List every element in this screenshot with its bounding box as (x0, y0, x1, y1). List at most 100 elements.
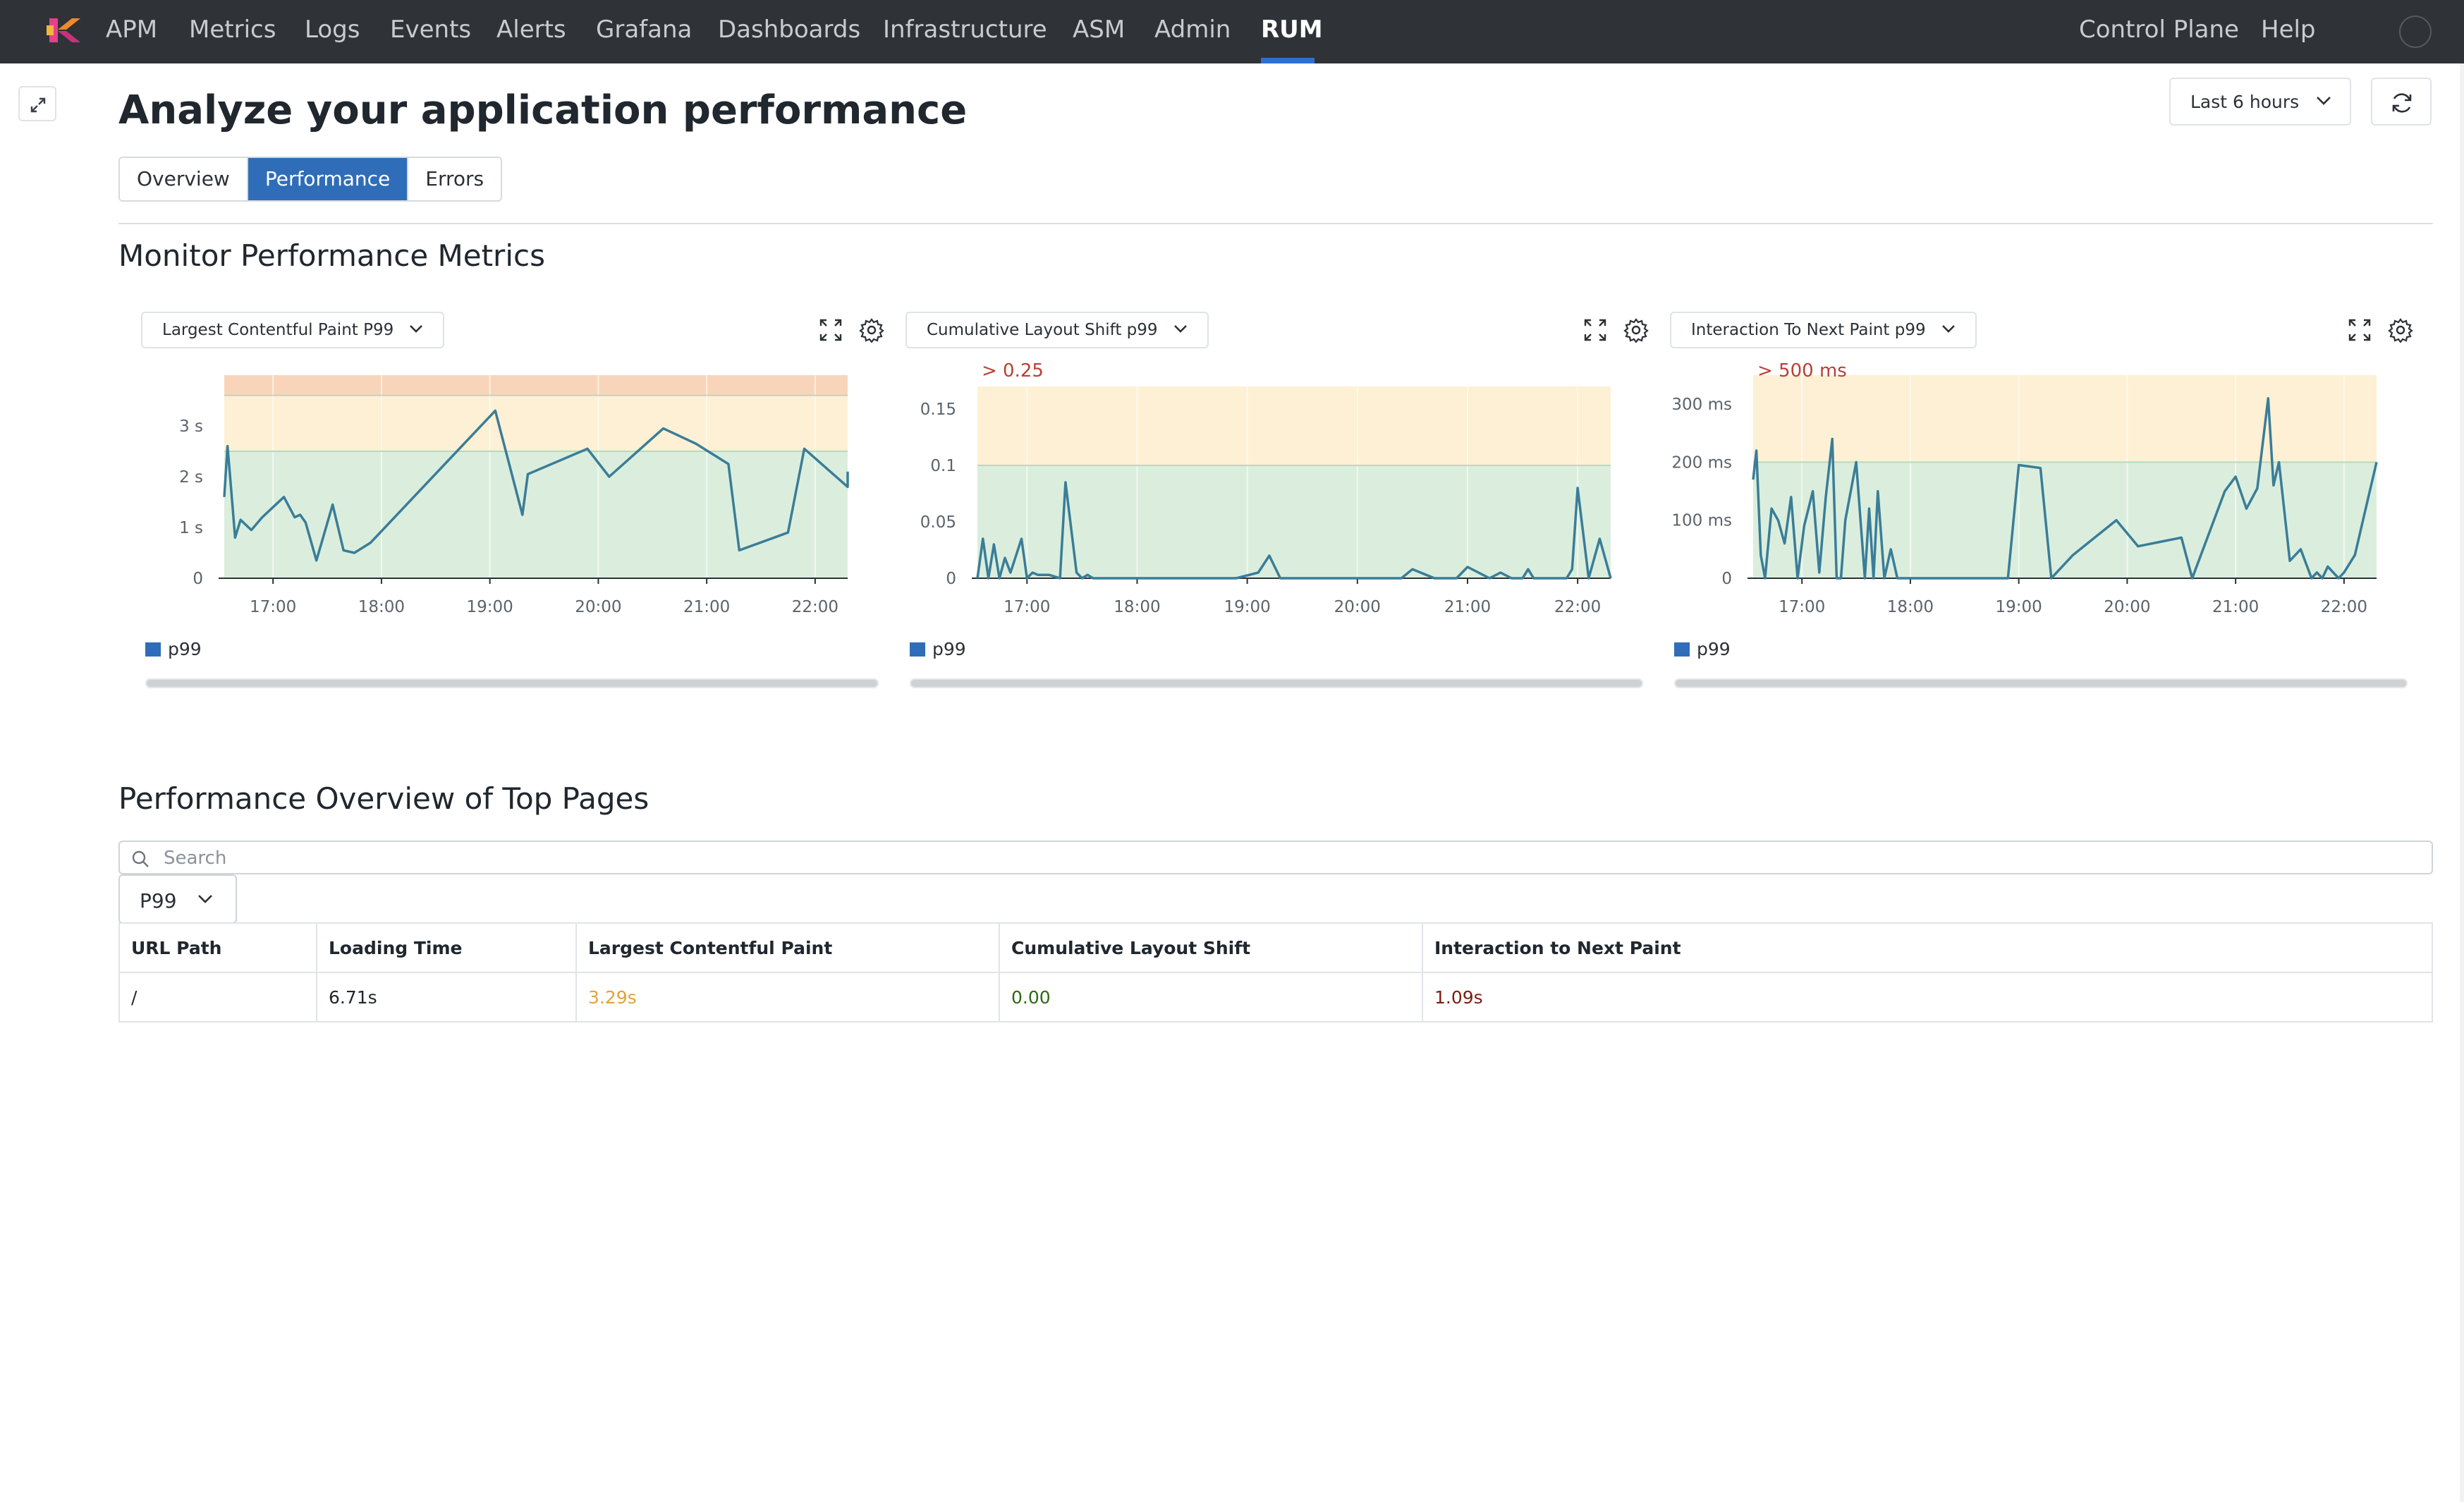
nav-item-grafana[interactable]: Grafana (596, 16, 693, 44)
threshold-label: > 0.25 (982, 360, 1044, 381)
legend-label: p99 (1697, 639, 1731, 659)
nav-item-control-plane[interactable]: Control Plane (2079, 16, 2239, 44)
chevron-down-icon (1173, 325, 1187, 333)
x-tick-label: 18:00 (1887, 598, 1934, 616)
x-tick-label: 22:00 (2321, 598, 2367, 616)
nav-item-admin[interactable]: Admin (1154, 16, 1231, 44)
y-tick-label: 3 s (179, 417, 203, 436)
lcp-metric-label: Largest Contentful Paint P99 (162, 321, 394, 339)
y-tick-label: 100 ms (1671, 512, 1732, 530)
fullscreen-icon[interactable] (2347, 317, 2372, 343)
top-pages-table: URL Path Loading Time Largest Contentful… (118, 922, 2433, 1022)
tab-overview[interactable]: Overview (120, 158, 248, 200)
percentile-select[interactable]: P99 (118, 874, 237, 924)
cell-cls: 0.00 (999, 972, 1423, 1022)
fullscreen-icon[interactable] (818, 317, 843, 343)
divider (118, 223, 2433, 224)
active-nav-indicator (1261, 58, 1315, 63)
page-scrollbar[interactable] (2460, 63, 2464, 1502)
tab-performance[interactable]: Performance (248, 158, 409, 200)
x-tick-label: 21:00 (2212, 598, 2259, 616)
metrics-section-title: Monitor Performance Metrics (118, 238, 545, 273)
tab-errors[interactable]: Errors (408, 158, 501, 200)
nav-item-metrics[interactable]: Metrics (189, 16, 276, 44)
fullscreen-icon[interactable] (1582, 317, 1608, 343)
inp-chart-scrollbar[interactable] (1674, 678, 2408, 688)
cls-legend[interactable]: p99 (910, 639, 966, 659)
user-avatar[interactable] (2399, 16, 2432, 48)
cls-metric-label: Cumulative Layout Shift p99 (927, 321, 1158, 339)
lcp-chart-scrollbar[interactable] (145, 678, 879, 688)
x-tick-label: 18:00 (358, 598, 405, 616)
nav-item-dashboards[interactable]: Dashboards (718, 16, 861, 44)
cell-lcp: 3.29s (575, 972, 1000, 1022)
cell-url-path[interactable]: / (118, 972, 317, 1022)
inp-metric-select[interactable]: Interaction To Next Paint p99 (1670, 312, 1977, 348)
zone-warn (224, 395, 848, 451)
lcp-chart-panel: Largest Contentful Paint P99 0 1 s 2 s 3 s 1… (120, 307, 884, 702)
column-header-cls[interactable]: Cumulative Layout Shift (999, 922, 1423, 973)
cls-chart-scrollbar[interactable] (910, 678, 1643, 688)
column-header-inp[interactable]: Interaction to Next Paint (1422, 922, 2433, 973)
gear-icon[interactable] (2388, 317, 2413, 343)
lcp-legend[interactable]: p99 (145, 639, 202, 659)
table-row[interactable]: / 6.71s 3.29s 0.00 1.09s (118, 972, 2433, 1022)
y-tick-label: 0.1 (930, 457, 956, 475)
x-tick-label: 20:00 (575, 598, 621, 616)
series-line-p99 (976, 481, 1612, 580)
zone-good (977, 465, 1611, 578)
nav-item-events[interactable]: Events (390, 16, 472, 44)
column-header-lcp[interactable]: Largest Contentful Paint (575, 922, 1000, 973)
chevron-down-icon (198, 895, 212, 903)
nav-item-apm[interactable]: APM (106, 16, 158, 44)
table-header-row: URL Path Loading Time Largest Contentful… (118, 922, 2433, 973)
column-header-url-path[interactable]: URL Path (118, 922, 317, 973)
zone-poor (224, 375, 848, 396)
zone-warn (977, 386, 1611, 465)
nav-item-asm[interactable]: ASM (1073, 16, 1126, 44)
search-input[interactable] (164, 846, 2279, 870)
legend-label: p99 (168, 639, 202, 659)
x-tick-label: 21:00 (1444, 598, 1491, 616)
inp-metric-label: Interaction To Next Paint p99 (1691, 321, 1926, 339)
inp-legend[interactable]: p99 (1674, 639, 1731, 659)
x-tick-label: 22:00 (792, 598, 838, 616)
legend-swatch (910, 642, 925, 657)
view-tabs: Overview Performance Errors (118, 157, 503, 202)
nav-item-alerts[interactable]: Alerts (496, 16, 566, 44)
chevron-down-icon (410, 325, 423, 333)
gear-icon[interactable] (1623, 317, 1649, 343)
inp-chart[interactable]: 0 100 ms 200 ms 300 ms 17:00 18:00 19:00 20:00 2… (1649, 341, 2392, 623)
inp-chart-panel: Interaction To Next Paint p99 0 100 ms 200… (1649, 307, 2413, 702)
series-line-p99 (1752, 397, 2378, 580)
nav-item-logs[interactable]: Logs (305, 16, 360, 44)
pages-section-title: Performance Overview of Top Pages (118, 781, 649, 816)
brand-logo[interactable] (47, 16, 82, 45)
y-tick-label: 0.15 (920, 401, 956, 419)
x-tick-label: 19:00 (1996, 598, 2042, 616)
refresh-button[interactable] (2371, 78, 2432, 126)
expand-sidebar-button[interactable] (18, 86, 56, 121)
cell-loading-time: 6.71s (316, 972, 577, 1022)
lcp-metric-select[interactable]: Largest Contentful Paint P99 (141, 312, 445, 348)
lcp-chart[interactable]: 0 1 s 2 s 3 s 17:00 18:00 19:00 20:00 21:00 22:00 (120, 341, 863, 623)
nav-item-infrastructure[interactable]: Infrastructure (883, 16, 1047, 44)
nav-item-help[interactable]: Help (2261, 16, 2316, 44)
time-range-select[interactable]: Last 6 hours (2169, 78, 2351, 126)
cls-chart-panel: Cumulative Layout Shift p99 0 0.05 0.1 0.15… (884, 307, 1649, 702)
column-header-loading-time[interactable]: Loading Time (316, 922, 577, 973)
refresh-icon (2392, 93, 2412, 113)
legend-swatch (1674, 642, 1690, 657)
y-tick-label: 0 (946, 570, 956, 588)
cls-metric-select[interactable]: Cumulative Layout Shift p99 (905, 312, 1209, 348)
search-box (118, 841, 2433, 874)
top-nav: APM Metrics Logs Events Alerts Grafana Dashboa… (0, 0, 2464, 63)
expand-arrows-icon (30, 97, 46, 113)
time-range-value: Last 6 hours (2190, 92, 2300, 112)
x-tick-label: 21:00 (683, 598, 730, 616)
nav-item-rum[interactable]: RUM (1261, 16, 1323, 44)
y-tick-label: 0.05 (920, 513, 956, 532)
x-tick-label: 20:00 (1334, 598, 1381, 616)
gear-icon[interactable] (859, 317, 884, 343)
cls-chart[interactable]: 0 0.05 0.1 0.15 17:00 18:00 19:00 20:00 21:00 22:… (884, 341, 1628, 623)
